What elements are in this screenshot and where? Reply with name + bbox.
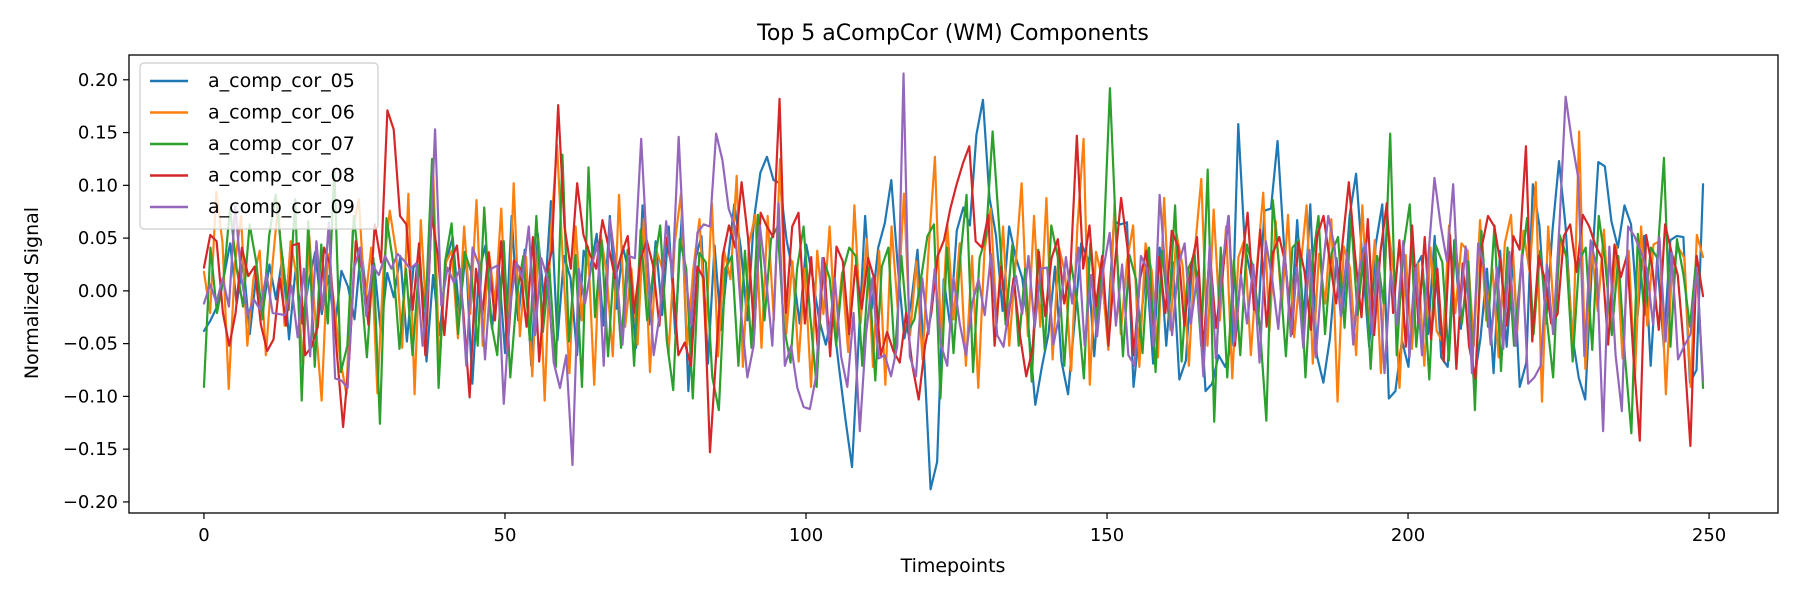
legend-label: a_comp_cor_08	[208, 165, 355, 187]
y-tick-label: −0.10	[63, 386, 118, 407]
chart-title: Top 5 aCompCor (WM) Components	[756, 21, 1149, 46]
legend-label: a_comp_cor_05	[208, 70, 355, 92]
x-axis-label: Timepoints	[900, 555, 1006, 577]
legend: a_comp_cor_05 a_comp_cor_06 a_comp_cor_07a…	[139, 62, 379, 230]
legend-label: a_comp_cor_07	[208, 133, 355, 155]
y-tick-label: 0.10	[78, 175, 118, 196]
y-tick-label: −0.15	[63, 439, 118, 460]
axis-ticks: 0 50 100 150 200 250 −0.20 −0.15 −0.10 −0.05 0.00 0…	[63, 70, 1726, 546]
y-axis-label: Normalized Signal	[21, 207, 43, 379]
series-line-a-comp-cor-08	[202, 97, 1705, 454]
x-tick-label: 100	[789, 525, 823, 546]
x-tick-label: 50	[494, 525, 517, 546]
legend-label: a_comp_cor_06	[208, 102, 355, 124]
y-tick-label: −0.20	[63, 492, 118, 513]
y-tick-label: 0.05	[78, 228, 118, 249]
axes-frame	[128, 54, 1779, 514]
x-tick-label: 150	[1090, 525, 1124, 546]
x-tick-label: 0	[198, 525, 209, 546]
legend-box	[139, 62, 379, 230]
series-line-a-comp-cor-09	[202, 72, 1705, 467]
legend-label: a_comp_cor_09	[208, 196, 355, 218]
series-lines	[202, 72, 1705, 491]
plot-area	[128, 54, 1779, 514]
y-tick-label: −0.05	[63, 334, 118, 355]
x-tick-label: 200	[1391, 525, 1425, 546]
x-tick-label: 250	[1692, 525, 1726, 546]
y-tick-label: 0.00	[78, 281, 118, 302]
y-tick-label: 0.20	[78, 70, 118, 91]
y-tick-label: 0.15	[78, 123, 118, 144]
